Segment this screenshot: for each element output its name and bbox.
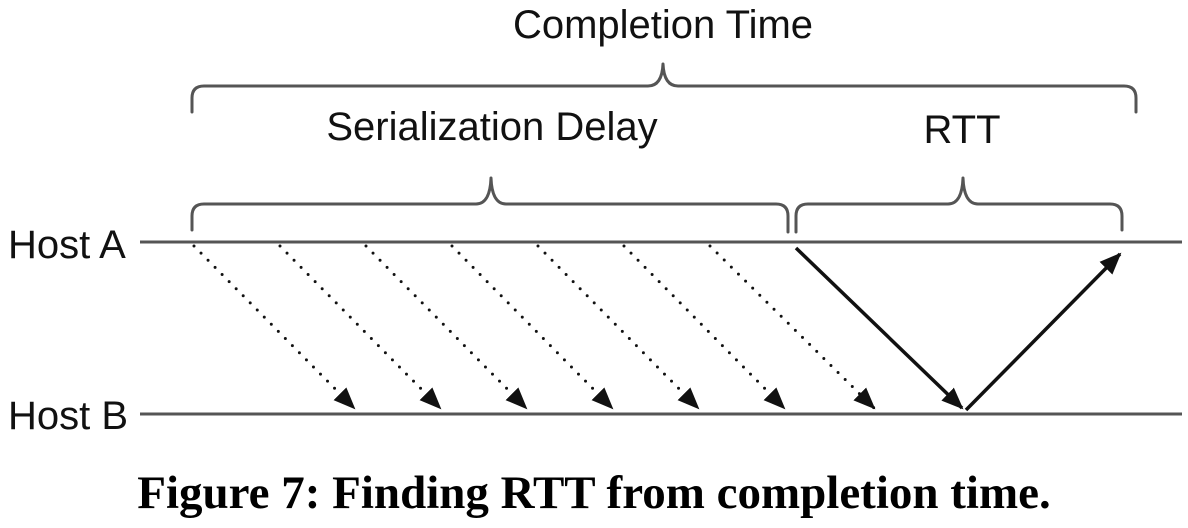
completion-time-brace (190, 62, 1138, 114)
figure-caption: Figure 7: Finding RTT from completion ti… (137, 467, 1051, 519)
host-a-label: Host A (8, 223, 126, 267)
rtt-forward-arrow (794, 246, 964, 410)
packet-arrow (536, 244, 700, 410)
serialization-delay-label: Serialization Delay (326, 105, 657, 149)
serialization-delay-brace (190, 176, 790, 234)
packet-arrow (708, 244, 876, 410)
packet-arrow (192, 244, 356, 410)
packet-arrow (622, 244, 786, 410)
rtt-return-arrow (964, 252, 1122, 412)
packet-arrow (278, 244, 442, 410)
rtt-brace (794, 176, 1124, 234)
host-b-label: Host B (8, 394, 128, 438)
rtt-label: RTT (923, 108, 1000, 152)
completion-time-label: Completion Time (513, 3, 813, 47)
packet-arrow (364, 244, 528, 410)
packet-arrow (450, 244, 614, 410)
